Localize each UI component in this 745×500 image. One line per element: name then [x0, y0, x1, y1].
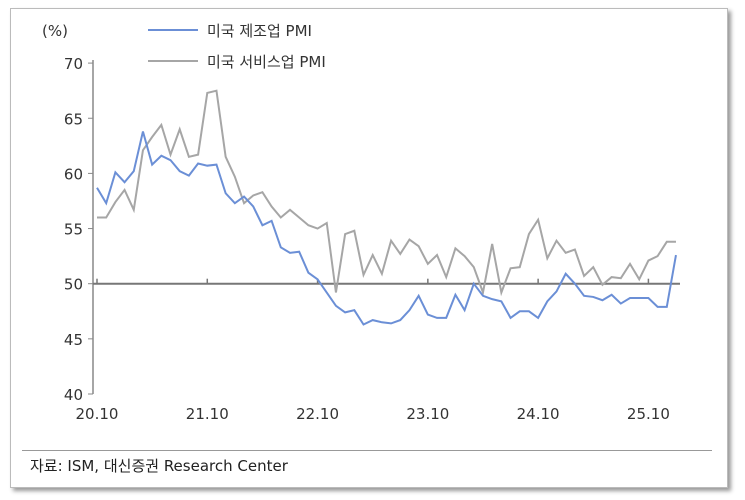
series-line-manufacturing	[96, 131, 677, 326]
x-tick-label: 20.10	[76, 405, 119, 423]
x-tick-label: 22.10	[296, 405, 339, 423]
x-tick-label: 24.10	[517, 405, 560, 423]
y-tick-label: 55	[64, 221, 83, 239]
legend-label: 미국 제조업 PMI	[207, 22, 312, 40]
y-axis-unit: (%)	[42, 22, 68, 40]
x-tick-label: 25.10	[627, 405, 670, 423]
legend-label: 미국 서비스업 PMI	[207, 53, 326, 71]
source-note: 자료: ISM, 대신증권 Research Center	[30, 457, 288, 475]
chart-frame	[10, 8, 728, 488]
y-tick-label: 65	[64, 110, 83, 128]
y-tick-label: 70	[64, 55, 83, 73]
footer-divider	[22, 450, 712, 451]
y-tick-label: 60	[64, 165, 83, 183]
x-tick-label: 23.10	[406, 405, 449, 423]
y-tick-label: 40	[64, 386, 83, 404]
series-line-services	[97, 89, 676, 297]
y-tick-label: 50	[64, 276, 83, 294]
y-tick-label: 45	[64, 331, 83, 349]
x-tick-label: 21.10	[186, 405, 229, 423]
